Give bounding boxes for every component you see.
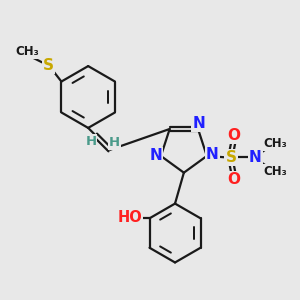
Text: H: H [85, 135, 96, 148]
Text: N: N [206, 147, 218, 162]
Text: CH₃: CH₃ [263, 165, 287, 178]
Text: S: S [43, 58, 54, 73]
Text: N: N [149, 148, 162, 164]
Text: CH₃: CH₃ [16, 45, 39, 58]
Text: CH₃: CH₃ [263, 137, 287, 150]
Text: N: N [249, 150, 262, 165]
Text: O: O [227, 172, 240, 187]
Text: HO: HO [117, 210, 142, 225]
Text: H: H [109, 136, 120, 149]
Text: O: O [227, 128, 240, 143]
Text: S: S [226, 150, 236, 165]
Text: N: N [192, 116, 205, 131]
